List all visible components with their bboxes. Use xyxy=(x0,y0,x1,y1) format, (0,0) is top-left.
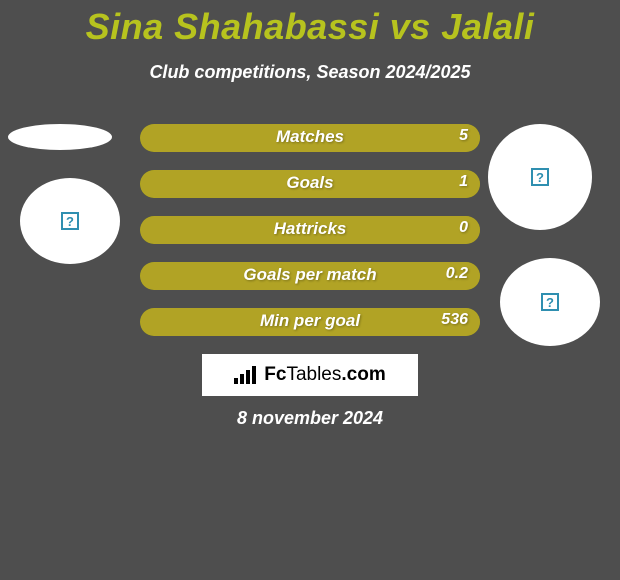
placeholder-glyph: ? xyxy=(66,214,74,229)
placeholder-icon: ? xyxy=(531,168,549,186)
avatar-bottom-right: ? xyxy=(500,258,600,346)
stat-label: Goals xyxy=(286,173,333,193)
brand-light: Tables xyxy=(286,364,341,386)
bar xyxy=(246,370,250,384)
stat-row: Hattricks 0 xyxy=(140,216,480,244)
stat-value: 0.2 xyxy=(446,265,468,283)
stat-value: 5 xyxy=(459,127,468,145)
stat-label: Matches xyxy=(276,127,344,147)
stat-label: Min per goal xyxy=(260,311,360,331)
page-subtitle: Club competitions, Season 2024/2025 xyxy=(0,62,620,83)
placeholder-icon: ? xyxy=(61,212,79,230)
bar-chart-icon xyxy=(234,366,256,384)
stat-row: Goals 1 xyxy=(140,170,480,198)
stat-value: 1 xyxy=(459,173,468,191)
brand-text: Fc Tables .com xyxy=(264,364,385,386)
brand-strong: Fc xyxy=(264,364,286,386)
bar xyxy=(240,374,244,384)
avatar-top-right: ? xyxy=(488,124,592,230)
placeholder-glyph: ? xyxy=(536,170,544,185)
placeholder-glyph: ? xyxy=(546,295,554,310)
brand-suffix: .com xyxy=(341,364,385,386)
date-label: 8 november 2024 xyxy=(0,408,620,429)
stat-value: 536 xyxy=(441,311,468,329)
stat-row: Matches 5 xyxy=(140,124,480,152)
bar xyxy=(252,366,256,384)
page-title: Sina Shahabassi vs Jalali xyxy=(0,6,620,48)
stat-label: Hattricks xyxy=(274,219,347,239)
stats-panel: Matches 5 Goals 1 Hattricks 0 Goals per match 0… xyxy=(140,124,480,354)
decorative-ellipse xyxy=(8,124,112,150)
stat-value: 0 xyxy=(459,219,468,237)
stat-row: Goals per match 0.2 xyxy=(140,262,480,290)
stat-row: Min per goal 536 xyxy=(140,308,480,336)
avatar-left: ? xyxy=(20,178,120,264)
bar xyxy=(234,378,238,384)
brand-badge: Fc Tables .com xyxy=(202,354,418,396)
placeholder-icon: ? xyxy=(541,293,559,311)
stat-label: Goals per match xyxy=(243,265,376,285)
